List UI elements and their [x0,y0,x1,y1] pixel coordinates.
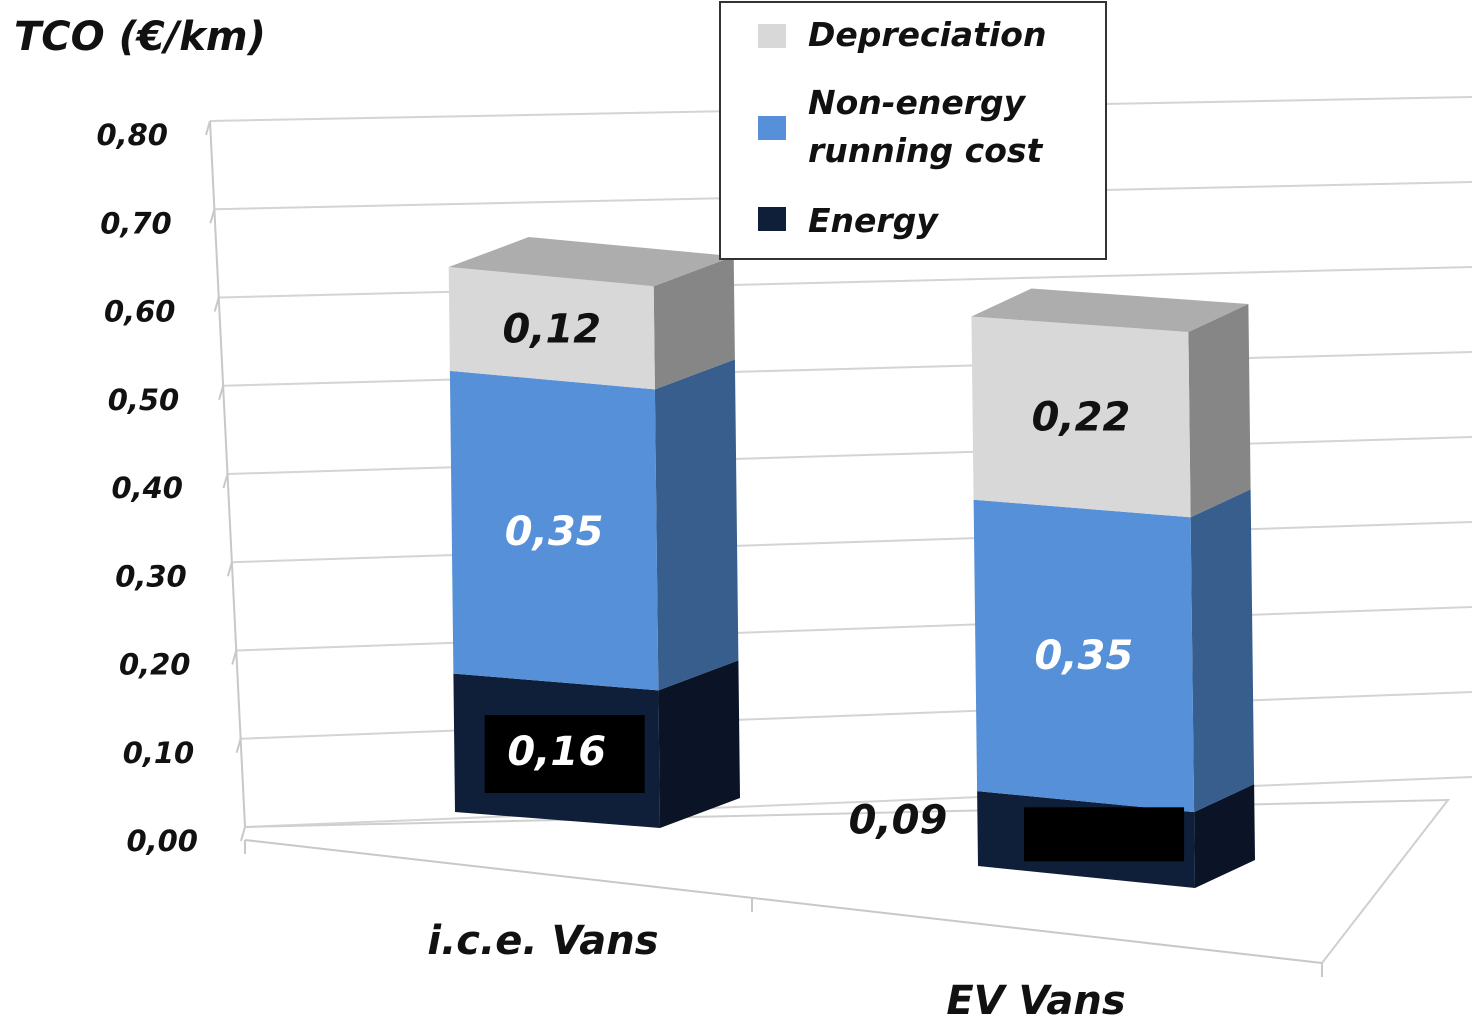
bar-side [1188,303,1251,518]
bar-front [971,316,1191,518]
legend: Depreciation Non-energy running cost Ene… [719,1,1107,260]
data-labels: 0,16 0,35 0,12 0,09 0,35 0,22 [484,306,1185,862]
floor-back-edge [244,798,1451,964]
data-label-non-energy-running-cost: 0,35 [505,509,604,555]
legend-label-non-energy-line2: running cost [808,131,1044,170]
y-tick-label: 0,00 [126,824,198,858]
data-label-energy: 0,16 [507,729,606,775]
data-label-box [1024,807,1185,862]
y-tick-label: 0,10 [123,736,195,770]
y-tick-label: 0,70 [100,206,172,240]
y-tick-label: 0,80 [96,118,168,152]
x-axis-line [244,839,1323,964]
gridline [227,436,1472,475]
gridline [240,691,1472,740]
bar-side [1190,489,1255,813]
axes: 0,00 0,10 0,20 0,30 0,40 0,50 0,60 0,70 0,80 i.c.… [96,118,1451,1021]
data-label-depreciation: 0,22 [1032,394,1131,440]
gridline [244,776,1472,828]
bar-segment-depreciation-1 [448,237,735,390]
y-tick-label: 0,40 [111,471,183,505]
data-label-energy: 0,09 [849,797,948,843]
bar-top [448,237,734,287]
bar-front [448,267,655,390]
gridline [236,606,1472,652]
data-label-non-energy-running-cost: 0,35 [1034,633,1133,679]
bar-side [1194,784,1255,888]
y-axis-title: TCO (€/km) [14,14,266,60]
legend-swatch-depreciation [758,24,786,48]
bar-front [449,370,659,691]
y-tick-label: 0,50 [108,383,180,417]
y-tick-label: 0,20 [119,648,191,682]
legend-swatch-non-energy [758,116,786,140]
data-label-depreciation: 0,12 [502,306,601,352]
legend-label-energy: Energy [808,201,939,240]
y-tick-label: 0,30 [115,559,187,593]
legend-label-non-energy-line1: Non-energy [808,83,1027,122]
bar-top [971,288,1249,332]
data-label-box [484,715,645,793]
gridline [218,266,1472,299]
bar-segment-non-energy-running-cost-1 [449,359,739,691]
gridline [223,351,1472,387]
legend-swatch-energy [758,207,786,231]
x-category-label: EV Vans [946,978,1125,1021]
bar-side [653,256,735,390]
y-axis-line [209,120,246,828]
gridline [231,521,1472,564]
y-tick-label: 0,60 [104,295,176,329]
x-category-label: i.c.e. Vans [427,918,658,964]
legend-label-depreciation: Depreciation [808,15,1046,54]
bar-side [654,359,739,691]
bar-segment-depreciation-2 [971,288,1251,518]
bar-segment-non-energy-running-cost-2 [973,489,1255,813]
bar-front [973,499,1195,813]
gridline-side [240,826,246,842]
bar-side [658,660,740,828]
